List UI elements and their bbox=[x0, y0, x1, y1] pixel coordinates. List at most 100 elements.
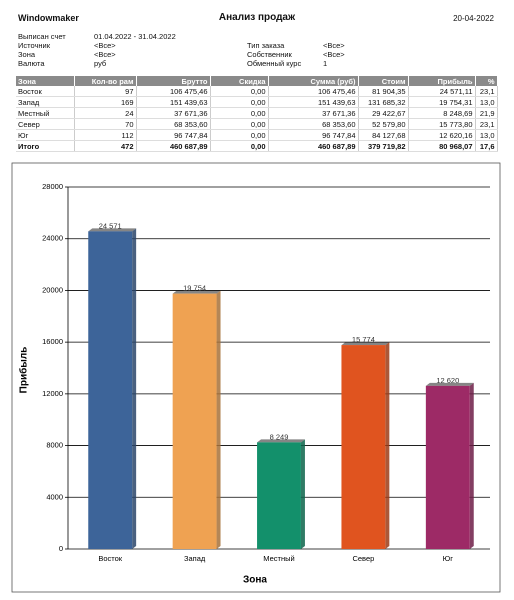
table-cell: 97 bbox=[74, 86, 137, 97]
filter-label: Собственник bbox=[247, 50, 292, 59]
filter-label: Обменный курс bbox=[247, 59, 302, 68]
bar-side bbox=[300, 439, 305, 549]
column-header: Скидка bbox=[210, 76, 269, 86]
bar bbox=[257, 442, 301, 549]
bar-side bbox=[216, 290, 221, 549]
x-tick-label: Запад bbox=[184, 554, 206, 563]
table-cell: 169 bbox=[74, 96, 137, 108]
filter-value: <Все> bbox=[94, 41, 116, 50]
table-cell: 15 773,80 bbox=[408, 118, 476, 130]
y-axis-label: Прибыль bbox=[18, 347, 30, 394]
bar-top bbox=[172, 290, 221, 294]
chart-frame bbox=[11, 162, 501, 593]
total-cell: 80 968,07 bbox=[408, 140, 476, 152]
table-cell: Запад bbox=[16, 96, 75, 108]
y-tick-label: 16000 bbox=[42, 337, 63, 346]
total-cell: 460 687,89 bbox=[268, 140, 359, 152]
x-tick-label: Юг bbox=[443, 554, 454, 563]
table-cell: 8 248,69 bbox=[408, 107, 476, 119]
value-label: 8 249 bbox=[270, 432, 289, 441]
bar-top bbox=[88, 228, 137, 232]
table-cell: Восток bbox=[16, 86, 75, 97]
column-header: Сумма (руб) bbox=[268, 76, 359, 86]
y-tick-label: 12000 bbox=[42, 389, 63, 398]
bar-top bbox=[425, 382, 474, 386]
total-cell: 17,6 bbox=[475, 140, 498, 152]
header-row: Зона Кол-во рам Брутто Скидка Сумма (руб) Сто… bbox=[16, 76, 498, 86]
table-row: Север 70 68 353,60 0,00 68 353,60 52 579,80 15… bbox=[16, 118, 498, 130]
table-cell: 0,00 bbox=[210, 107, 269, 119]
total-cell: 379 719,82 bbox=[358, 140, 409, 152]
bar-top bbox=[341, 342, 390, 346]
table-row: Запад 169 151 439,63 0,00 151 439,63 131 685,… bbox=[16, 96, 498, 108]
table-cell: 68 353,60 bbox=[136, 118, 211, 130]
x-tick-label: Восток bbox=[98, 554, 122, 563]
bar-side bbox=[132, 228, 137, 549]
total-cell: Итого bbox=[16, 140, 75, 152]
table-row: Юг 112 96 747,84 0,00 96 747,84 84 127,68 12 6… bbox=[16, 129, 498, 141]
bar-side bbox=[385, 342, 390, 549]
table-row: Местный 24 37 671,36 0,00 37 671,36 29 422,67… bbox=[16, 107, 498, 119]
total-cell: 0,00 bbox=[210, 140, 269, 152]
bar bbox=[425, 385, 470, 549]
filter-label: Валюта bbox=[18, 59, 45, 68]
y-tick-label: 24000 bbox=[42, 234, 63, 243]
table-cell: Север bbox=[16, 118, 75, 130]
value-label: 19 754 bbox=[183, 284, 206, 293]
filter-label: Зона bbox=[18, 50, 36, 59]
table-cell: 19 754,31 bbox=[408, 96, 476, 108]
column-header: Стоим bbox=[358, 76, 409, 86]
y-tick-label: 8000 bbox=[46, 441, 63, 450]
y-tick-label: 0 bbox=[59, 544, 63, 553]
table-cell: 68 353,60 bbox=[268, 118, 359, 130]
bar-top bbox=[257, 439, 305, 443]
table-cell: 37 671,36 bbox=[136, 107, 211, 119]
table-cell: 131 685,32 bbox=[358, 96, 409, 108]
y-tick-label: 4000 bbox=[46, 492, 63, 501]
x-tick-label: Север bbox=[352, 554, 374, 563]
table-cell: 106 475,46 bbox=[136, 86, 211, 97]
sales-table: Зона Кол-во рам Брутто Скидка Сумма (руб) Сто… bbox=[16, 76, 498, 152]
table-cell: 37 671,36 bbox=[268, 107, 359, 119]
table-cell: 24 bbox=[74, 107, 137, 119]
app-name: Windowmaker bbox=[18, 13, 79, 23]
total-cell: 460 687,89 bbox=[136, 140, 211, 152]
filter-value: 1 bbox=[323, 59, 328, 68]
value-label: 12 620 bbox=[436, 376, 459, 385]
value-label: 24 571 bbox=[99, 221, 122, 230]
filter-value: <Все> bbox=[94, 50, 116, 59]
column-header: Брутто bbox=[136, 76, 211, 86]
filter-value: <Все> bbox=[323, 50, 345, 59]
value-label: 15 774 bbox=[352, 335, 375, 344]
total-row: Итого 472 460 687,89 0,00 460 687,89 379 719,… bbox=[16, 140, 498, 152]
table-cell: 151 439,63 bbox=[136, 96, 211, 108]
bar-side bbox=[469, 382, 474, 549]
table-cell: 52 579,80 bbox=[358, 118, 409, 130]
table-cell: 21,9 bbox=[475, 107, 498, 119]
table-cell: 23,1 bbox=[475, 118, 498, 130]
table-cell: 0,00 bbox=[210, 96, 269, 108]
table-row: Восток 97 106 475,46 0,00 106 475,46 81 904,3… bbox=[16, 86, 498, 97]
report-date: 20-04-2022 bbox=[453, 14, 494, 23]
filter-label: Тип заказа bbox=[247, 41, 285, 50]
column-header: % bbox=[475, 76, 498, 86]
filter-value: 01.04.2022 - 31.04.2022 bbox=[94, 32, 176, 41]
bar bbox=[172, 293, 217, 549]
table-cell: 0,00 bbox=[210, 86, 269, 97]
report-title: Анализ продаж bbox=[218, 12, 296, 23]
table-cell: 13,0 bbox=[475, 96, 498, 108]
y-tick-label: 20000 bbox=[42, 285, 63, 294]
y-tick-label: 28000 bbox=[42, 182, 63, 191]
table-cell: 0,00 bbox=[210, 118, 269, 130]
filter-label: Выписан счет bbox=[18, 32, 66, 41]
table-cell: 151 439,63 bbox=[268, 96, 359, 108]
filter-value: руб bbox=[94, 59, 107, 68]
total-cell: 472 bbox=[74, 140, 137, 152]
table-cell: 106 475,46 bbox=[268, 86, 359, 97]
column-header: Прибыль bbox=[408, 76, 476, 86]
table-cell: 24 571,11 bbox=[408, 86, 476, 97]
table-cell: 29 422,67 bbox=[358, 107, 409, 119]
